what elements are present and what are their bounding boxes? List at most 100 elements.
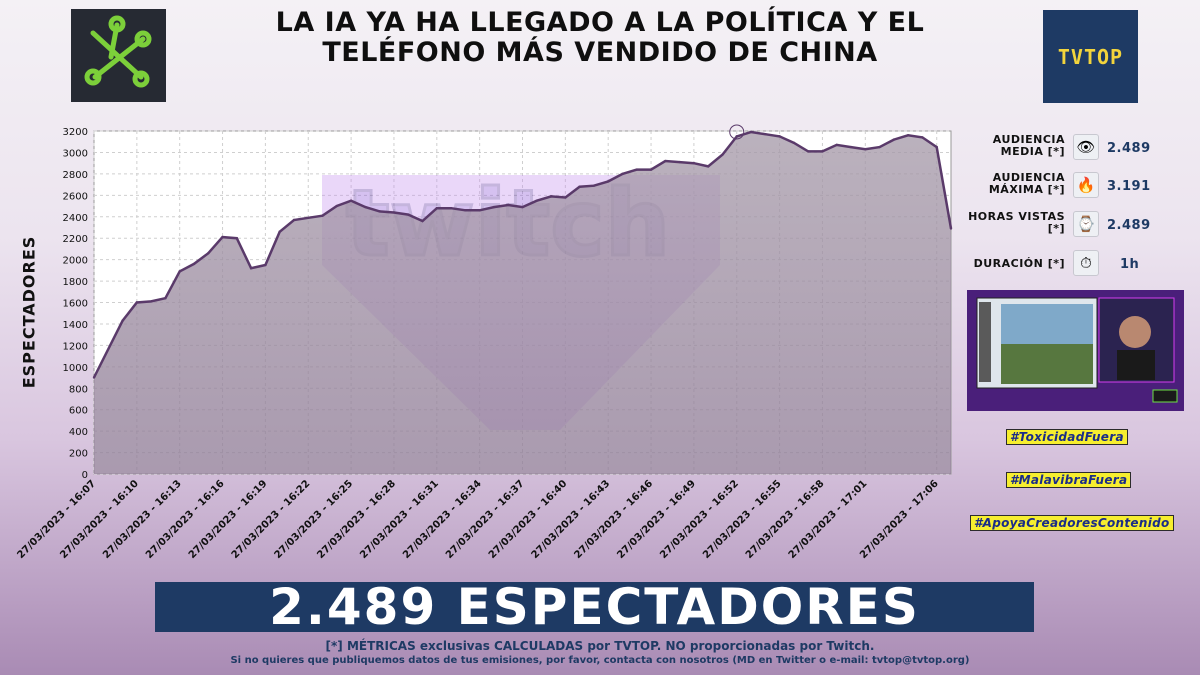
stat-hours-watched: HORAS VISTAS [*] ⌚ 2.489: [965, 211, 1185, 245]
data-point: [892, 138, 896, 141]
data-point: [706, 165, 710, 168]
data-point: [307, 216, 310, 220]
x-tick-label: 27/03/2023 - 16:31: [358, 478, 441, 561]
x-tick-label: 27/03/2023 - 16:19: [187, 478, 270, 561]
x-tick-label: 27/03/2023 - 16:46: [572, 478, 655, 561]
stat-label: HORAS VISTAS [*]: [968, 210, 1065, 235]
y-tick-label: 2800: [63, 170, 88, 181]
x-tick-label: 27/03/2023 - 16:40: [487, 478, 570, 561]
data-point: [392, 211, 396, 214]
stat-value: 1h: [1120, 257, 1140, 272]
x-tick-label: 27/03/2023 - 17:01: [787, 478, 870, 561]
data-point: [178, 270, 181, 273]
data-point: [478, 209, 481, 212]
stream-preview-image: [967, 290, 1184, 411]
x-tick-label: 27/03/2023 - 16:58: [744, 478, 827, 561]
series-line: [92, 130, 953, 379]
data-point: [678, 160, 681, 164]
y-tick-label: 2000: [63, 256, 88, 267]
data-point: [407, 213, 410, 216]
data-point: [135, 301, 139, 304]
data-point: [607, 180, 610, 183]
y-tick-labels: 0 200 400 600 800 1000 1200 1400 1600 1800 2000 220…: [63, 127, 88, 481]
data-point: [664, 159, 667, 163]
data-point: [778, 135, 781, 138]
data-point: [492, 205, 496, 209]
y-tick-label: 400: [69, 427, 88, 438]
stat-value: 2.489: [1107, 141, 1151, 156]
stat-max-audience: AUDIENCIA MÁXIMA [*] 🔥 3.191: [965, 172, 1185, 206]
data-point: [421, 219, 424, 223]
data-point: [592, 184, 596, 187]
y-tick-label: 1800: [63, 277, 88, 288]
data-point: [792, 141, 796, 144]
data-point: [164, 297, 167, 300]
data-point: [335, 204, 339, 208]
data-point: [806, 150, 810, 153]
data-point: [364, 205, 367, 209]
y-tick-label: 600: [69, 406, 88, 417]
data-point: [649, 168, 653, 171]
data-point: [121, 319, 124, 322]
data-point: [935, 145, 938, 149]
x-tick-label: 27/03/2023 - 16:37: [444, 478, 527, 561]
x-tick-label: 27/03/2023 - 16:52: [658, 478, 741, 561]
y-tick-label: 3000: [63, 148, 88, 159]
x-tick-label: 27/03/2023 - 16:07: [15, 478, 98, 561]
stat-label: DURACIÓN [*]: [973, 257, 1065, 270]
data-point: [278, 230, 281, 233]
data-point: [207, 251, 210, 255]
data-point: [721, 153, 724, 156]
stopwatch-icon: ⏱: [1073, 250, 1099, 276]
x-tick-label: 27/03/2023 - 16:55: [701, 478, 784, 561]
data-point: [921, 136, 924, 139]
x-tick-label: 27/03/2023 - 16:25: [273, 478, 356, 561]
stat-duration: DURACIÓN [*] ⏱ 1h: [965, 250, 1185, 284]
stat-label: AUDIENCIA MEDIA [*]: [992, 133, 1065, 158]
tvtop-logo: TVTOP: [1043, 10, 1138, 103]
y-tick-label: 3200: [63, 127, 88, 138]
y-tick-label: 1400: [63, 320, 88, 331]
area-series: [92, 124, 953, 474]
data-point: [464, 209, 467, 212]
y-tick-label: 1600: [63, 299, 88, 310]
data-point: [635, 168, 638, 171]
data-point: [849, 145, 853, 149]
viewers-chart: twitch 020040060080010001200140016001800…: [15, 124, 953, 561]
x-tick-label: 27/03/2023 - 17:06: [858, 478, 941, 561]
stat-value: 2.489: [1107, 218, 1151, 233]
data-point: [249, 267, 253, 270]
eye-icon: 👁: [1073, 134, 1099, 160]
data-point: [349, 199, 353, 202]
x-tick-label: 27/03/2023 - 16:49: [615, 478, 698, 561]
data-point: [321, 214, 324, 217]
data-point: [692, 161, 696, 165]
data-point: [264, 263, 267, 267]
y-tick-label: 1000: [63, 363, 88, 374]
data-point: [906, 134, 910, 137]
metrics-disclaimer: [*] MÉTRICAS exclusivas CALCULADAS por T…: [325, 639, 875, 653]
data-point: [378, 210, 381, 213]
y-tick-label: 2200: [63, 234, 88, 245]
data-point: [578, 185, 581, 188]
y-tick-label: 800: [69, 384, 88, 395]
data-point: [221, 235, 224, 239]
app-logo-left: [71, 9, 166, 102]
x-tick-label: 27/03/2023 - 16:16: [144, 478, 227, 561]
watch-icon: ⌚: [1073, 211, 1099, 237]
data-point: [449, 206, 453, 210]
data-point: [235, 236, 239, 240]
x-tick-label: 27/03/2023 - 16:43: [530, 478, 613, 561]
stat-label: AUDIENCIA MÁXIMA [*]: [988, 171, 1065, 196]
y-tick-label: 2600: [63, 191, 88, 202]
y-tick-label: 0: [82, 470, 88, 481]
data-point: [835, 143, 838, 147]
data-point: [521, 205, 524, 209]
data-point: [764, 133, 767, 136]
y-tick-label: 1200: [63, 341, 88, 352]
contact-notice: Si no quieres que publiquemos datos de t…: [230, 655, 970, 666]
x-tick-label: 27/03/2023 - 16:28: [315, 478, 398, 561]
x-tick-label: 27/03/2023 - 16:34: [401, 478, 484, 561]
data-point: [949, 227, 953, 230]
x-tick-label: 27/03/2023 - 16:13: [101, 478, 184, 561]
